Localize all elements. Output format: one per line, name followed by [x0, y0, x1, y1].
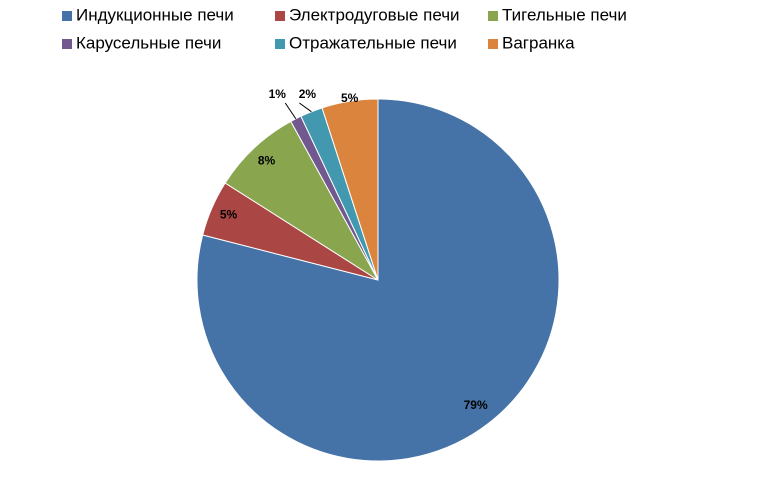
pie-slice: [224, 120, 379, 281]
legend-swatch: [488, 11, 498, 21]
legend-label: Тигельные печи: [502, 5, 627, 24]
legend-swatch: [275, 11, 285, 21]
data-label: 2%: [299, 87, 317, 101]
legend-swatch: [275, 39, 285, 49]
legend-label: Карусельные печи: [76, 33, 221, 52]
data-label: 1%: [269, 87, 287, 101]
leader-line: [284, 102, 297, 120]
legend-swatch: [62, 39, 72, 49]
legend-swatch: [488, 39, 498, 49]
pie-slice: [196, 98, 560, 462]
data-label: 8%: [258, 153, 276, 167]
legend-label: Вагранка: [502, 33, 575, 52]
data-label: 5%: [220, 207, 238, 221]
data-label: 79%: [464, 398, 488, 412]
pie-slice: [321, 98, 379, 281]
data-label: 5%: [341, 91, 359, 105]
legend-swatch: [62, 11, 72, 21]
legend-label: Отражательные печи: [289, 33, 457, 52]
legend-label: Индукционные печи: [76, 5, 234, 24]
leader-line: [299, 102, 312, 113]
legend-label: Электродуговые печи: [289, 5, 460, 24]
